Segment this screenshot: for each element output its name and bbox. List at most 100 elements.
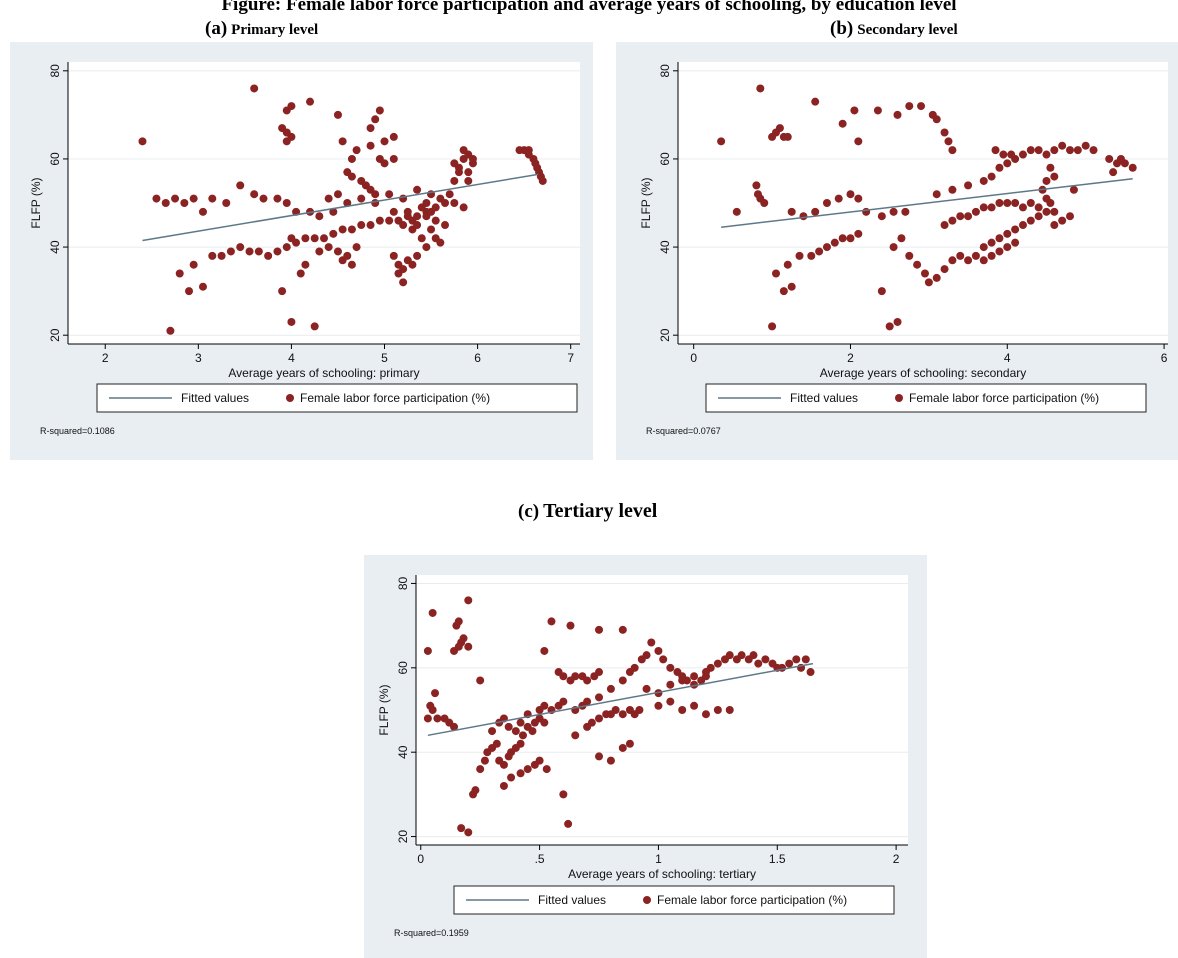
data-point (690, 672, 699, 681)
data-point (964, 181, 973, 190)
data-point (464, 176, 473, 185)
data-point (464, 828, 473, 837)
data-point (642, 684, 651, 693)
data-point (385, 190, 394, 199)
y-tick-label: 20 (396, 830, 410, 844)
y-tick-label: 80 (48, 64, 62, 78)
data-point (559, 697, 568, 706)
data-point (873, 106, 882, 115)
data-point (897, 234, 906, 243)
data-point (701, 710, 710, 719)
data-point (254, 247, 263, 256)
data-point (287, 102, 296, 111)
data-point (324, 194, 333, 203)
data-point (413, 185, 422, 194)
data-point (779, 287, 788, 296)
data-point (854, 229, 863, 238)
data-point (1069, 185, 1078, 194)
data-point (492, 739, 501, 748)
data-point (1034, 212, 1043, 221)
data-point (399, 278, 408, 287)
legend-label-flfp: Female labor force participation (%) (300, 391, 490, 405)
data-point (1066, 146, 1074, 155)
data-point (287, 317, 296, 326)
data-point (889, 207, 898, 216)
data-point (924, 278, 933, 287)
data-point (450, 199, 459, 207)
data-point (278, 287, 287, 296)
data-point (380, 159, 389, 168)
data-point (1050, 146, 1059, 155)
data-point (547, 617, 556, 626)
data-point (991, 146, 1000, 155)
data-point (678, 706, 687, 714)
data-point (366, 124, 375, 133)
r-squared-note: R-squared=0.0767 (646, 426, 721, 436)
data-point (399, 221, 408, 230)
data-point (516, 739, 525, 748)
data-point (423, 646, 432, 655)
data-point (459, 203, 468, 212)
data-point (542, 765, 551, 774)
data-point (1050, 207, 1059, 216)
data-point (979, 256, 988, 265)
data-point (480, 756, 489, 765)
x-tick-label: 4 (288, 351, 295, 365)
data-point (454, 617, 463, 626)
data-point (476, 676, 485, 685)
data-point (320, 234, 328, 243)
data-point (1018, 221, 1027, 230)
data-point (161, 199, 170, 207)
data-point (768, 132, 777, 141)
data-point (877, 212, 886, 221)
y-axis-title: FLFP (%) (639, 177, 653, 228)
x-tick-label: 5 (381, 351, 388, 365)
data-point (956, 251, 965, 260)
x-tick-label: .5 (535, 852, 545, 866)
data-point (507, 773, 516, 782)
data-point (571, 731, 580, 740)
data-point (893, 317, 902, 326)
data-point (152, 194, 161, 203)
data-point (783, 260, 792, 269)
data-point (333, 247, 342, 256)
chart-svg: 20 40 60 80 0 .5 1 1.5 2 Average years of schooli… (377, 575, 908, 938)
data-point (422, 199, 431, 207)
data-point (995, 163, 1004, 172)
data-point (1050, 221, 1059, 230)
legend: Fitted values Female labor force particip… (453, 885, 895, 915)
data-point (964, 256, 973, 265)
data-point (583, 697, 592, 706)
data-point (185, 287, 194, 296)
data-point (862, 207, 871, 216)
y-tick-label: 40 (396, 745, 410, 759)
data-point (932, 273, 941, 282)
data-point (979, 243, 988, 252)
x-tick-label: 7 (567, 351, 574, 365)
data-point (450, 159, 459, 168)
data-point (459, 146, 468, 155)
data-point (606, 756, 615, 765)
data-point (822, 243, 831, 252)
data-point (352, 146, 361, 155)
data-point (877, 287, 886, 296)
data-point (1026, 146, 1035, 155)
data-point (1011, 225, 1020, 234)
data-point (618, 625, 627, 634)
x-tick-label: 2 (893, 852, 900, 866)
data-point (180, 199, 189, 207)
x-tick-label: 0 (690, 351, 697, 365)
data-point (948, 256, 957, 265)
data-point (995, 234, 1004, 243)
data-point (971, 251, 980, 260)
fitted-line (721, 178, 1133, 228)
figure-title: Figure: Female labor force participation… (221, 0, 957, 15)
data-point (357, 221, 366, 230)
data-point (815, 247, 824, 256)
y-tick-label: 60 (396, 661, 410, 675)
panel-c-tag: (c) (518, 501, 540, 522)
data-point (564, 819, 573, 828)
data-point (540, 701, 549, 710)
data-point (838, 119, 847, 128)
data-point (654, 646, 663, 655)
